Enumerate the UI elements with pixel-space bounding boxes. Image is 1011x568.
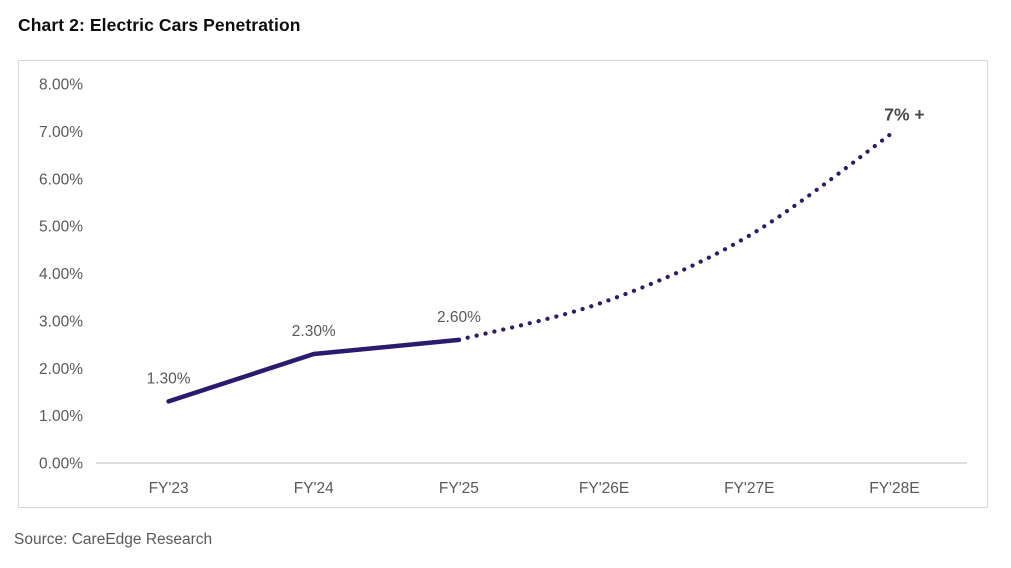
y-axis-tick-label: 4.00% [39,266,83,283]
y-axis-tick-label: 5.00% [39,219,83,236]
x-axis-tick-label: FY'24 [294,480,334,497]
chart-plot-area: 8.00% 7.00% 6.00% 5.00% 4.00% 3.00% 2.00% 1.00%… [18,60,988,508]
y-axis-tick-label: 7.00% [39,124,83,141]
estimate-dotted-line [456,129,897,342]
y-axis-tick-label: 1.00% [39,408,83,425]
x-axis-tick-label: FY'26E [579,480,629,497]
source-note: Source: CareEdge Research [14,531,213,548]
y-axis-tick-label: 8.00% [39,77,83,94]
y-axis-tick-label: 0.00% [39,456,83,473]
data-point-label: 2.30% [292,323,336,340]
y-axis-tick-label: 6.00% [39,171,83,188]
data-point-label: 1.30% [147,370,191,387]
y-axis-tick-label: 3.00% [39,313,83,330]
x-axis-tick-label: FY'27E [724,480,774,497]
x-axis-tick-label: FY'28E [869,480,919,497]
actual-line [166,337,462,404]
penetration-line-chart: 8.00% 7.00% 6.00% 5.00% 4.00% 3.00% 2.00% 1.00%… [39,77,967,497]
x-axis-tick-label: FY'25 [439,480,479,497]
x-axis-tick-label: FY'23 [149,480,189,497]
data-point-label: 2.60% [437,309,481,326]
data-point-label: 7% + [884,104,924,124]
chart-title: Chart 2: Electric Cars Penetration [18,15,301,35]
y-axis-tick-label: 2.00% [39,361,83,378]
